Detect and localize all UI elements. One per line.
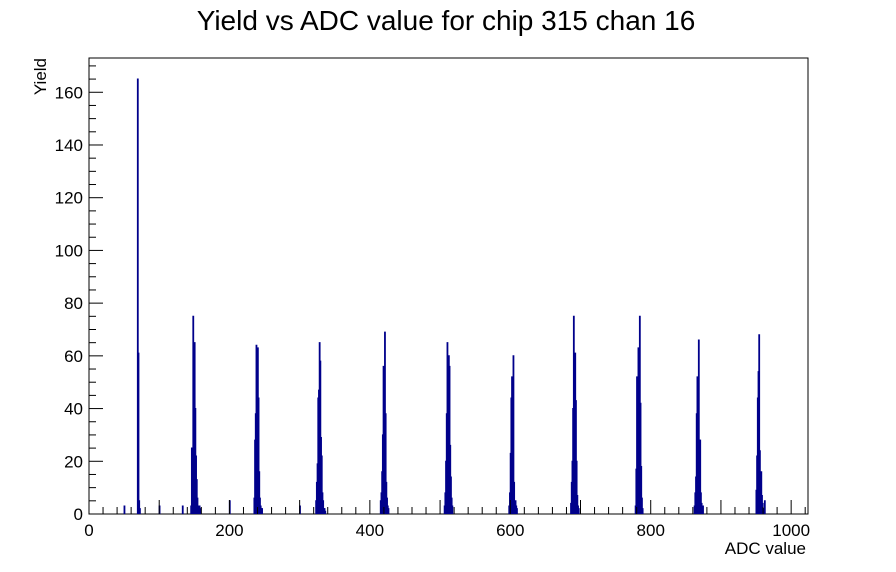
- y-tick-label: 0: [74, 505, 83, 524]
- histogram-bin: [641, 497, 643, 514]
- histogram-bin: [577, 508, 580, 514]
- histogram-bin: [576, 495, 579, 514]
- histogram-bin: [137, 352, 140, 514]
- histogram-bin: [324, 510, 327, 514]
- histogram-bin: [261, 508, 263, 514]
- x-tick-label: 200: [215, 521, 243, 540]
- histogram-bin: [758, 334, 761, 514]
- y-tick-label: 140: [55, 136, 83, 155]
- x-tick-label: 400: [356, 521, 384, 540]
- histogram-bin: [199, 508, 202, 514]
- y-tick-label: 160: [55, 83, 83, 102]
- histogram-bin: [572, 315, 575, 514]
- y-tick-label: 40: [64, 400, 83, 419]
- histogram-bin: [320, 455, 323, 514]
- histogram-bin: [575, 460, 578, 514]
- y-tick-label: 80: [64, 294, 83, 313]
- histogram-bin: [575, 400, 577, 514]
- x-tick-label: 0: [84, 521, 93, 540]
- y-tick-label: 120: [55, 189, 83, 208]
- y-tick-label: 20: [64, 452, 83, 471]
- histogram-bin: [760, 471, 763, 514]
- y-tick-label: 100: [55, 241, 83, 260]
- histogram-bin: [639, 402, 642, 514]
- histogram-bin: [512, 355, 515, 514]
- x-axis-label: ADC value: [725, 539, 806, 558]
- y-axis: 0 20 40 60 80 100 120 140 160: [55, 65, 103, 524]
- chart-title: Yield vs ADC value for chip 315 chan 16: [197, 5, 696, 36]
- y-tick-label: 60: [64, 347, 83, 366]
- histogram-bin: [513, 481, 516, 514]
- histogram-bin: [387, 508, 390, 514]
- histogram-bin: [123, 505, 126, 514]
- y-axis-label: Yield: [31, 58, 50, 95]
- histogram-bin: [258, 471, 261, 514]
- histogram-bin: [699, 439, 702, 514]
- x-axis: 0 200 400 600 800 1000: [84, 500, 810, 540]
- histogram-bin: [640, 466, 643, 514]
- x-tick-label: 800: [637, 521, 665, 540]
- histogram-bin: [451, 505, 454, 514]
- histogram-bin: [763, 500, 766, 514]
- histogram-bin: [136, 78, 139, 514]
- histogram-bin: [139, 508, 141, 514]
- histogram-bin: [384, 413, 387, 514]
- histogram-bin: [322, 500, 325, 514]
- histogram-bin: [257, 397, 260, 514]
- histogram-bins: [123, 78, 766, 514]
- histogram-bin: [181, 505, 184, 514]
- histogram-bin: [702, 505, 704, 514]
- histogram-bin: [138, 500, 141, 514]
- x-tick-label: 600: [496, 521, 524, 540]
- histogram-bin: [450, 476, 452, 514]
- histogram-bin: [448, 365, 451, 514]
- x-tick-label: 1000: [772, 521, 810, 540]
- histogram-bin: [697, 339, 700, 514]
- histogram-bin: [195, 479, 198, 514]
- histogram-bin: [516, 508, 518, 514]
- histogram-bin: [641, 508, 644, 514]
- histogram-bin: [192, 315, 195, 514]
